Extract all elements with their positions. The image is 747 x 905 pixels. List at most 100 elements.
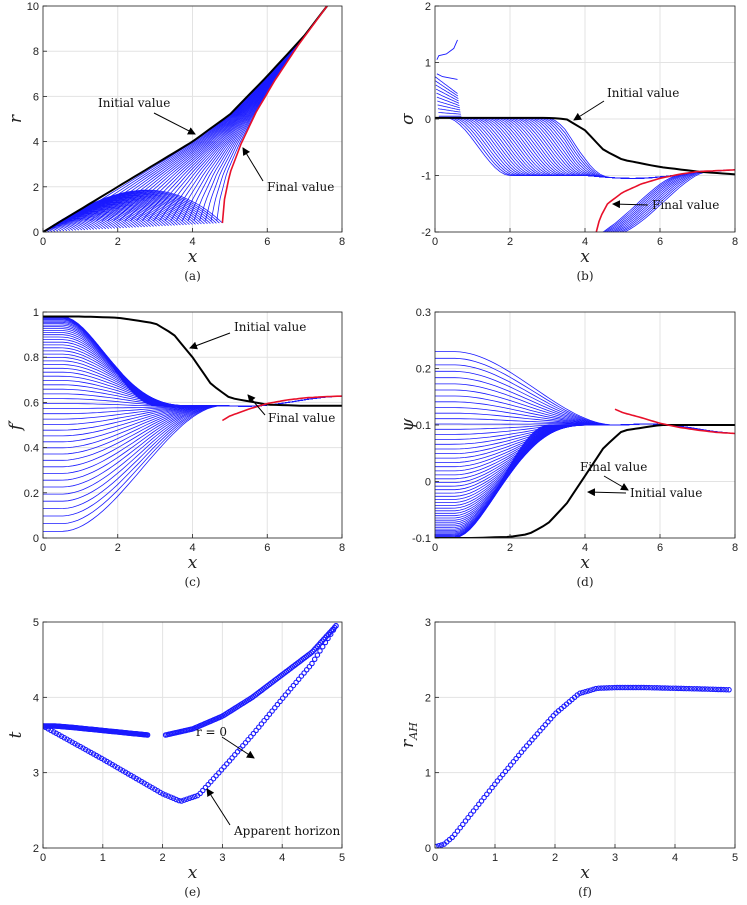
y-tick-label: -2 <box>421 227 431 239</box>
data-point <box>468 811 474 818</box>
x-tick-label: 0 <box>432 542 438 554</box>
data-point <box>513 755 519 762</box>
data-point <box>585 688 591 694</box>
y-tick-label: 1 <box>33 307 39 319</box>
y-tick-label: 0.8 <box>24 352 39 364</box>
data-point <box>181 797 187 803</box>
data-point <box>702 686 708 692</box>
chart-panel-d: 0 2 4 6 8-0.100.10.20.3xψ(d)Final valueIniti… <box>398 307 738 589</box>
plot-area <box>43 623 339 804</box>
data-point <box>691 686 698 692</box>
data-point <box>673 685 679 692</box>
data-point <box>277 698 283 705</box>
data-point <box>627 684 634 691</box>
plot-area <box>435 351 735 538</box>
data-point <box>537 728 543 734</box>
x-axis-label: x <box>188 863 198 883</box>
data-point <box>499 771 506 778</box>
data-point <box>287 685 294 692</box>
y-axis-label: rAH <box>398 722 420 748</box>
data-point <box>232 752 238 758</box>
data-point <box>651 685 658 691</box>
data-point <box>534 731 541 737</box>
data-point <box>518 749 525 755</box>
x-tick-label: 8 <box>732 542 738 554</box>
plot-area <box>435 39 735 232</box>
data-point <box>317 648 323 654</box>
data-point <box>523 743 530 749</box>
chart-panel-f: 0 1 2 3 4 5 0 1 2 3 x rAH (f) <box>398 617 738 899</box>
y-tick-label: 0.2 <box>24 488 39 500</box>
chart-panel-e: 0 1 2 3 4 5 2 3 4 5 x t (e) r = 0 Apparent horizon <box>6 617 345 899</box>
data-point <box>192 793 198 800</box>
x-tick-label: 1 <box>492 852 498 864</box>
data-point <box>489 784 495 791</box>
data-point <box>125 771 131 777</box>
data-point <box>470 808 477 814</box>
data-point <box>154 788 161 794</box>
panel-caption: (b) <box>576 269 593 283</box>
data-point <box>114 764 121 771</box>
data-point <box>224 761 230 767</box>
data-point <box>202 784 209 791</box>
x-tick-label: 8 <box>339 542 345 554</box>
data-point <box>598 685 604 691</box>
y-tick-label: 3 <box>425 617 431 629</box>
axes-frame <box>434 621 736 849</box>
data-point <box>250 730 257 737</box>
data-point <box>176 797 182 804</box>
y-tick-label: 1 <box>425 768 431 780</box>
data-point <box>133 775 139 782</box>
annotation-label: Initial value <box>98 96 170 110</box>
y-axis-label: f′ <box>6 420 26 432</box>
data-point <box>170 795 177 802</box>
data-point <box>460 821 466 828</box>
data-point <box>282 692 289 698</box>
annotation-label: r = 0 <box>196 725 227 739</box>
data-point <box>494 778 501 784</box>
data-point <box>58 733 65 740</box>
annotation-arrow <box>153 112 196 135</box>
data-point <box>686 685 692 692</box>
y-tick-label: 10 <box>27 1 39 13</box>
data-point <box>168 794 174 800</box>
data-point <box>521 746 527 752</box>
annotation-arrow <box>612 200 649 209</box>
annotation-label: Final value <box>268 411 335 425</box>
data-point <box>723 686 730 693</box>
data-point <box>515 752 522 759</box>
data-point <box>502 768 509 775</box>
panel-caption: (f) <box>578 885 592 899</box>
data-point <box>603 685 610 691</box>
x-tick-label: 2 <box>160 852 166 864</box>
data-point <box>529 737 535 743</box>
data-point <box>670 685 676 691</box>
bundle-curve <box>437 108 461 113</box>
data-point <box>641 684 647 691</box>
final-value-curve <box>221 6 328 224</box>
y-tick-label: 0 <box>425 843 431 855</box>
x-axis-label: x <box>580 863 590 883</box>
data-point <box>128 772 134 779</box>
data-point <box>309 660 315 667</box>
y-tick-label: 2 <box>425 1 431 13</box>
y-axis-label: t <box>6 731 26 738</box>
y-tick-label: 0 <box>33 227 39 239</box>
data-point <box>240 743 246 749</box>
bundle-curve <box>437 104 461 111</box>
x-tick-label: 0 <box>432 852 438 864</box>
data-point <box>715 686 722 693</box>
bundle-curve <box>435 80 459 97</box>
data-point <box>165 793 171 799</box>
y-tick-label: 0.2 <box>416 364 431 376</box>
data-point <box>678 685 684 692</box>
data-point <box>295 676 302 683</box>
final-value-curve <box>595 169 735 232</box>
data-point <box>112 763 118 769</box>
y-tick-label: 2 <box>33 843 39 855</box>
data-point <box>497 775 503 781</box>
data-point <box>333 623 339 629</box>
data-point <box>242 740 249 746</box>
data-point <box>136 777 142 783</box>
data-point <box>272 705 278 711</box>
